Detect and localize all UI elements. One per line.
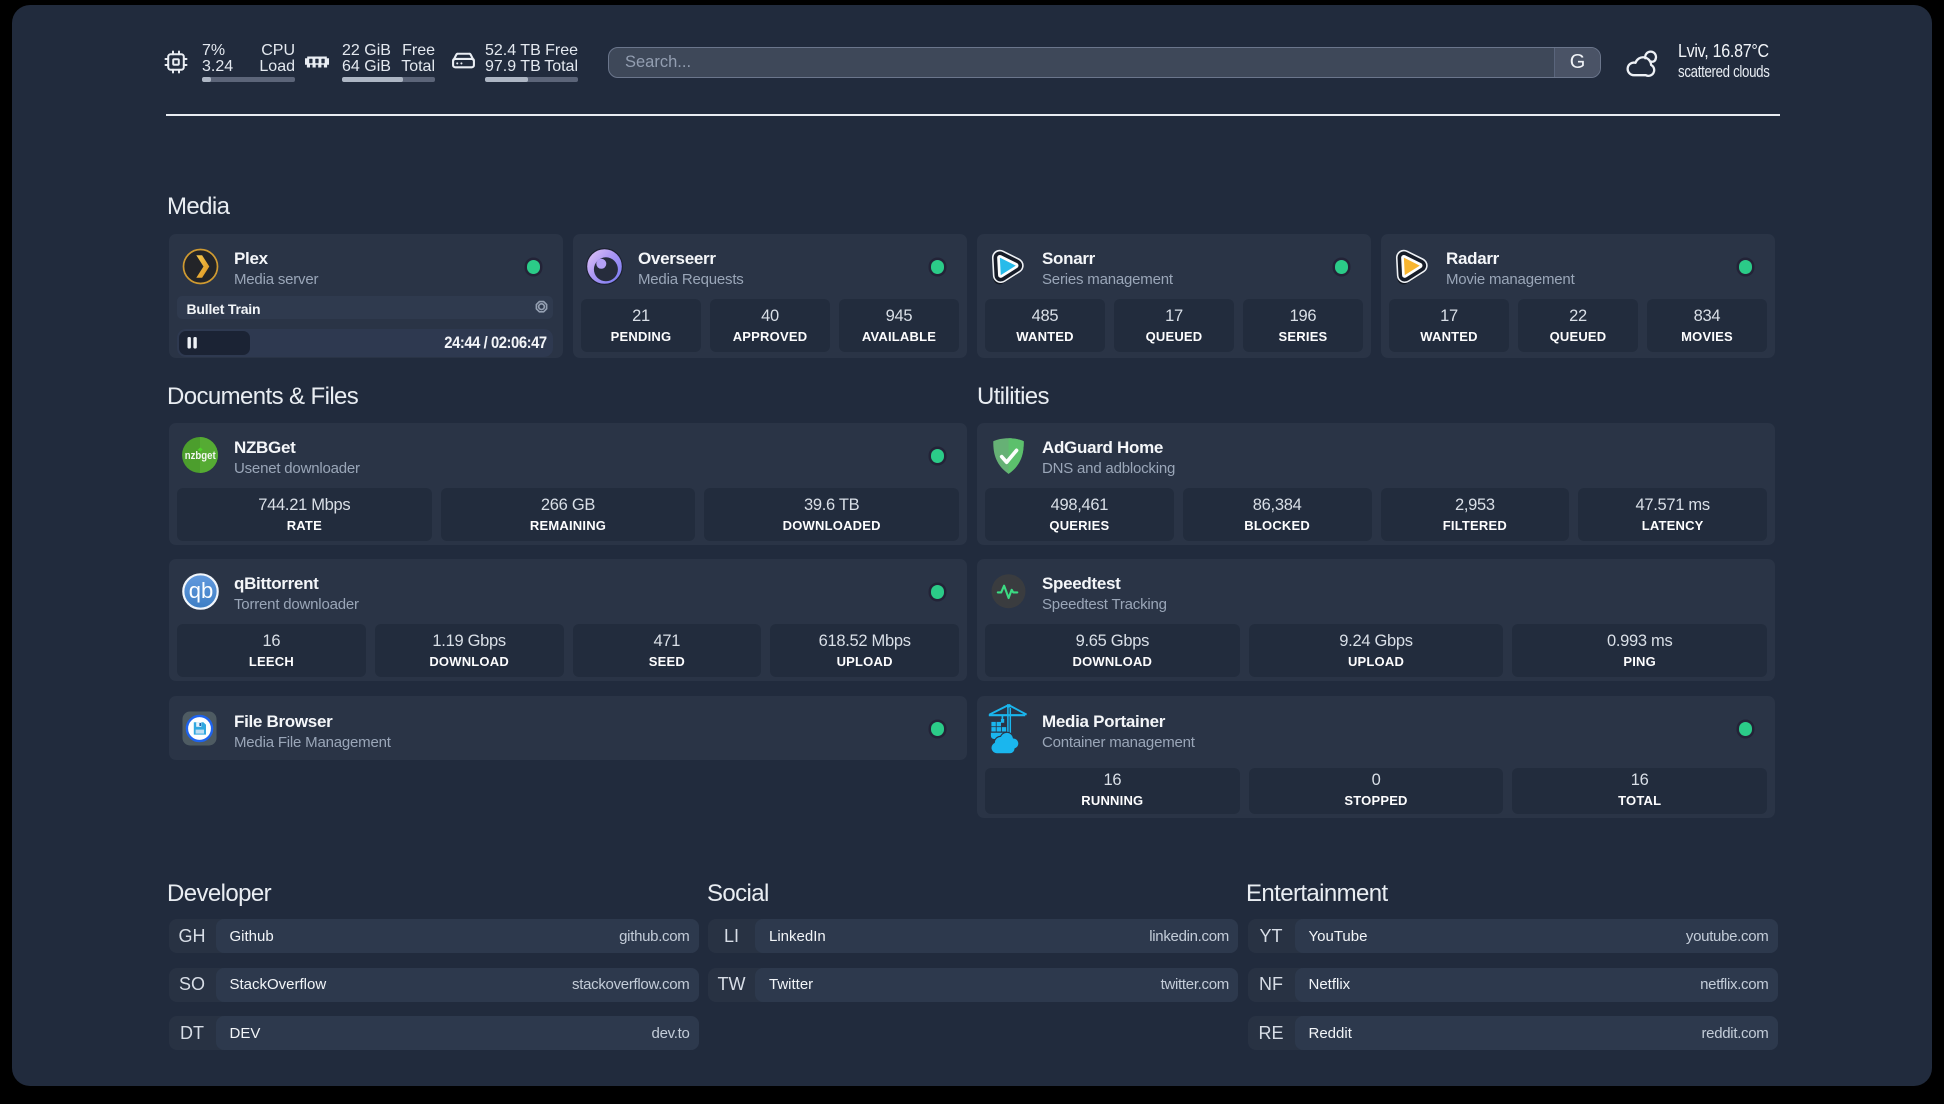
svg-text:nzbget: nzbget (185, 450, 216, 462)
svg-text:qb: qb (189, 578, 213, 603)
